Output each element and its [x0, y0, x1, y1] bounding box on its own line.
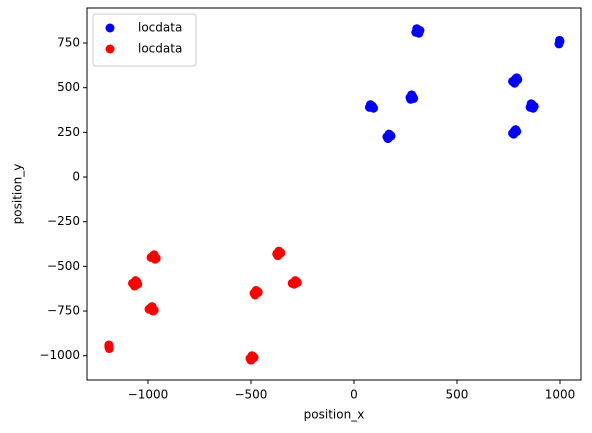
point	[248, 352, 258, 362]
point	[132, 277, 142, 287]
x-tick-label: 500	[446, 388, 469, 402]
point	[291, 277, 301, 287]
y-tick-label: 0	[72, 170, 80, 184]
point	[512, 73, 522, 83]
y-tick-label: 250	[57, 125, 80, 139]
y-tick-label: 500	[57, 80, 80, 94]
y-tick-label: −1000	[39, 348, 80, 362]
point	[252, 286, 262, 296]
point	[555, 35, 565, 45]
y-axis-label: position_y	[11, 164, 25, 225]
x-tick-label: −500	[234, 388, 267, 402]
point	[405, 93, 415, 103]
x-tick-label: −1000	[128, 388, 169, 402]
y-tick-label: −500	[47, 259, 80, 273]
legend-box	[92, 13, 197, 67]
point	[148, 306, 158, 316]
legend-label: locdata	[138, 42, 182, 56]
point	[385, 130, 395, 140]
legend-marker	[105, 23, 115, 33]
point	[528, 103, 538, 113]
point	[104, 344, 114, 354]
plot-frame	[86, 7, 582, 381]
point	[368, 101, 378, 111]
point	[509, 129, 519, 139]
point	[150, 254, 160, 264]
point	[275, 247, 285, 257]
x-tick-label: 1000	[545, 388, 576, 402]
legend-label: locdata	[138, 21, 182, 35]
y-tick-label: −250	[47, 214, 80, 228]
x-tick-label: 0	[350, 388, 358, 402]
x-axis-label: position_x	[304, 408, 365, 422]
y-tick-label: 750	[57, 36, 80, 50]
y-tick-label: −750	[47, 304, 80, 318]
point	[414, 28, 424, 38]
legend-marker	[105, 44, 115, 54]
